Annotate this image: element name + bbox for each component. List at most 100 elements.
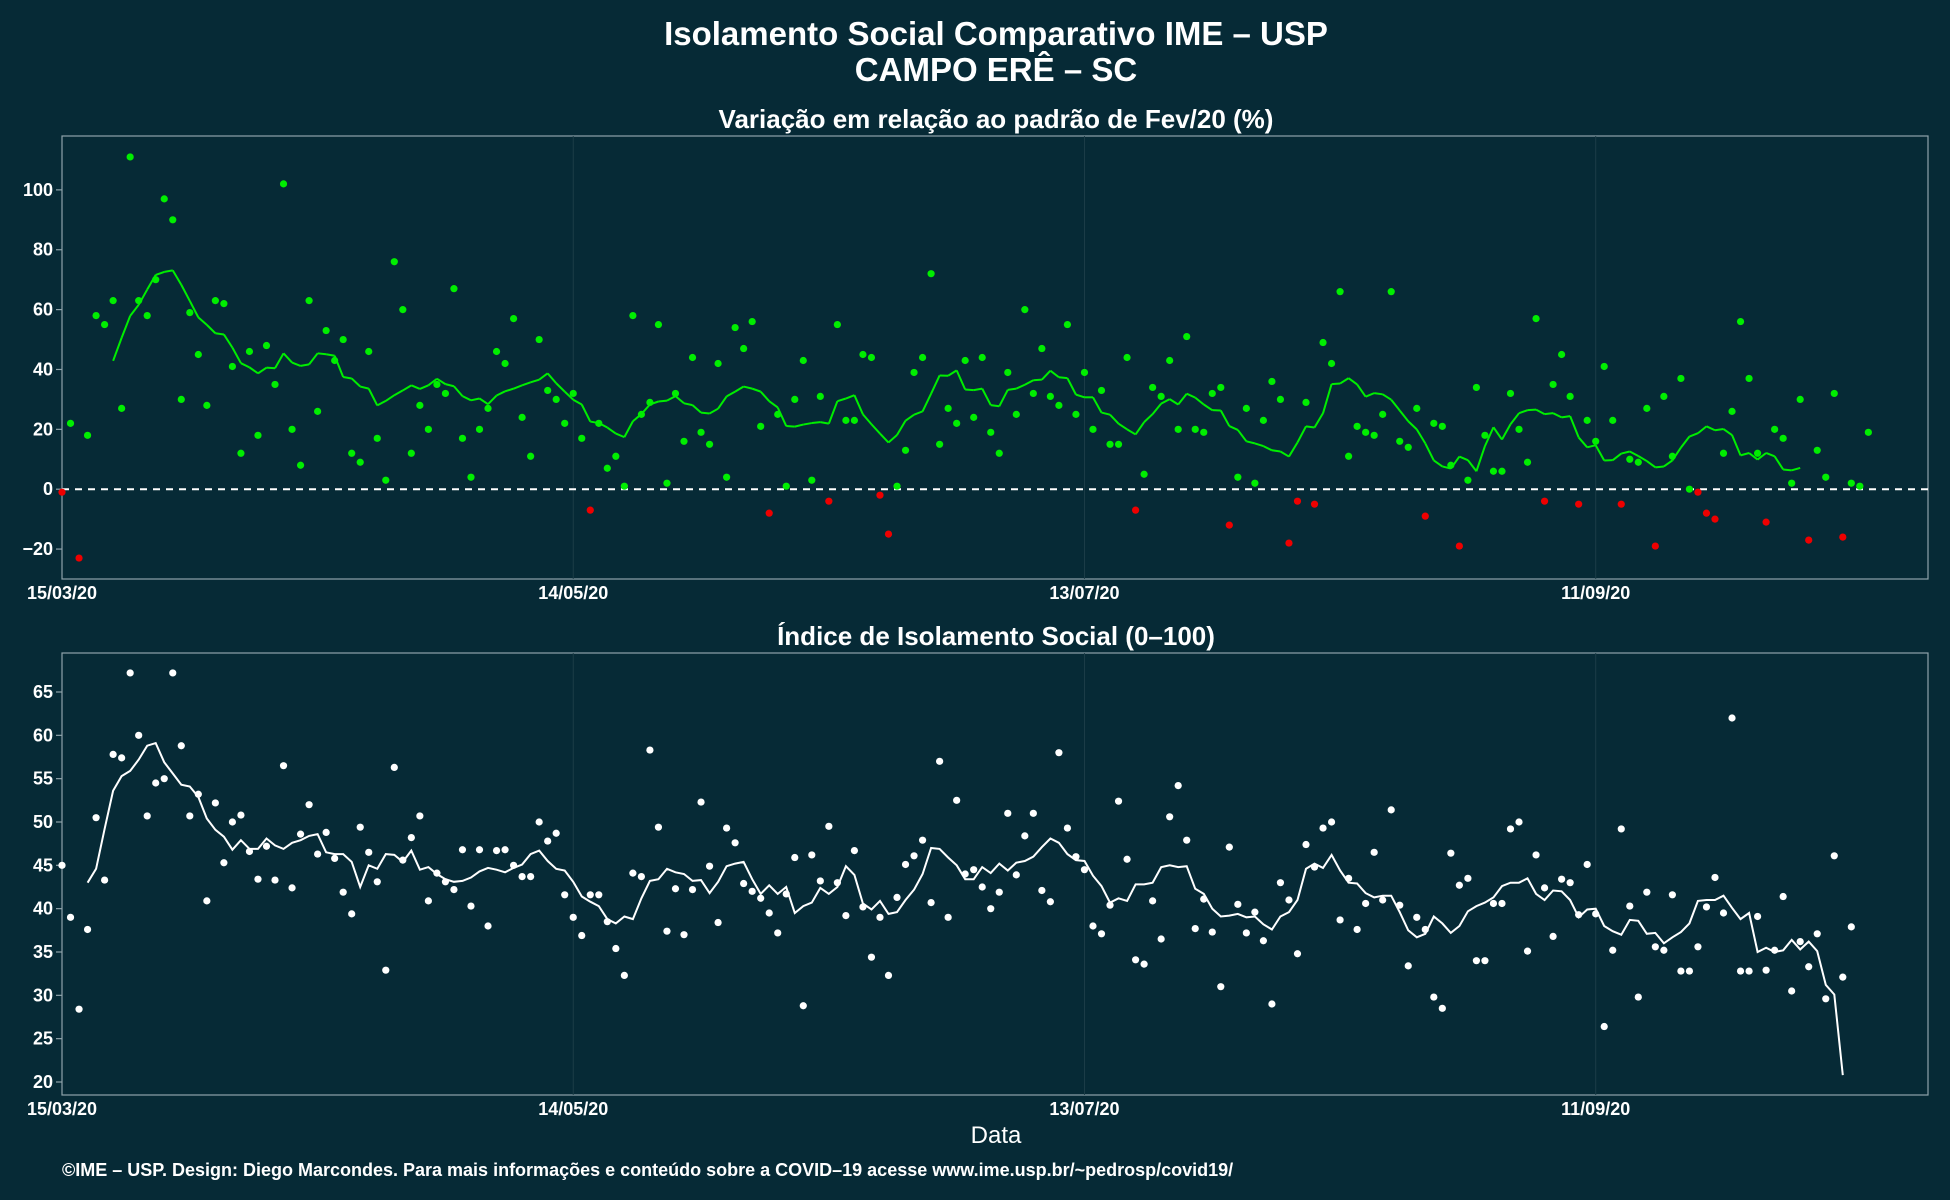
data-point [58,488,66,496]
moving-average-segment [445,383,455,388]
data-point [501,846,509,854]
data-point [1200,428,1208,436]
data-point [1736,317,1745,326]
data-point [1498,467,1506,475]
moving-average-segment [913,410,923,416]
y-tick-label: 60 [33,725,53,745]
data-point [1515,425,1523,433]
data-point [970,866,978,874]
data-point [1771,425,1779,433]
data-point [271,380,279,389]
moving-average-segment [1697,425,1708,435]
data-point [833,320,841,329]
data-point [791,853,799,862]
data-point [424,425,432,433]
data-point [416,401,424,409]
data-point [143,311,151,320]
moving-average-segment [546,372,557,384]
data-point [1217,983,1225,991]
moving-average-segment [1637,455,1648,462]
data-point [1200,895,1208,903]
moving-average-segment [904,413,915,422]
data-point [1847,479,1855,487]
moving-average-segment [410,384,421,390]
data-point [160,195,168,203]
data-point [1310,500,1319,508]
moving-average-segment [1544,412,1554,416]
data-point [1728,407,1736,415]
data-point [552,829,560,837]
data-point [1626,455,1634,463]
moving-average-segment [1501,423,1512,441]
x-tick-label: 11/09/20 [1561,583,1630,603]
data-point [1345,452,1353,460]
moving-average-segment [1689,432,1699,438]
data-point [1234,473,1242,481]
data-point [1404,962,1412,970]
data-point [339,335,347,344]
moving-average-segment [317,352,327,356]
data-point [791,395,799,404]
data-point [509,861,518,869]
data-point [1626,902,1634,910]
data-point [1660,946,1668,954]
moving-average-segment [674,395,685,405]
data-point [1183,836,1191,844]
moving-average-segment [1382,393,1392,401]
data-point [135,731,143,739]
data-point [731,323,739,332]
data-point [799,1002,807,1010]
panel1-title: Variação em relação ao padrão de Fev/20 … [719,104,1274,134]
data-point [279,180,288,188]
data-point [978,353,986,362]
data-point [1259,937,1267,945]
moving-average-segment [1569,415,1580,438]
moving-average-segment [1024,379,1034,386]
moving-average-segment [1109,413,1120,425]
moving-average-segment [1390,399,1401,412]
moving-average-segment [436,377,446,385]
data-point [1268,1000,1276,1008]
data-point [194,790,202,798]
data-point [1583,416,1591,424]
data-point [109,297,117,305]
moving-average-segment [734,385,745,393]
moving-average-segment [1484,426,1495,447]
data-point [348,449,356,457]
data-point [1276,879,1285,887]
y-tick-label: 30 [33,985,53,1005]
data-point [458,434,467,442]
data-point [186,309,194,317]
data-point [1063,824,1072,832]
data-point [1055,401,1063,409]
y-tick-label: 40 [33,899,53,919]
data-point [1038,886,1046,895]
moving-average-segment [1066,377,1077,396]
data-point [535,335,543,344]
data-point [927,270,935,278]
data-point [552,395,560,404]
moving-average-segment [1058,376,1068,380]
moving-average-segment [206,324,217,334]
moving-average-segment [1424,442,1435,461]
y-tick-label: 20 [33,1072,53,1092]
moving-average-segment [257,366,268,375]
moving-average-segment [215,332,225,336]
moving-average-line [86,741,1844,1076]
moving-average-segment [1518,409,1528,415]
moving-average-segment [1322,383,1333,414]
data-point [416,812,424,820]
x-tick-label: 14/05/20 [538,583,608,603]
data-point [629,869,637,877]
data-point [373,878,381,886]
data-point [75,1005,83,1013]
data-point [1779,892,1787,901]
data-point [245,847,254,856]
data-point [441,878,450,886]
data-point [646,746,654,754]
data-point [944,913,952,921]
data-point [1711,515,1719,523]
data-point [961,870,969,878]
data-point [901,860,910,869]
data-point [1430,419,1438,427]
